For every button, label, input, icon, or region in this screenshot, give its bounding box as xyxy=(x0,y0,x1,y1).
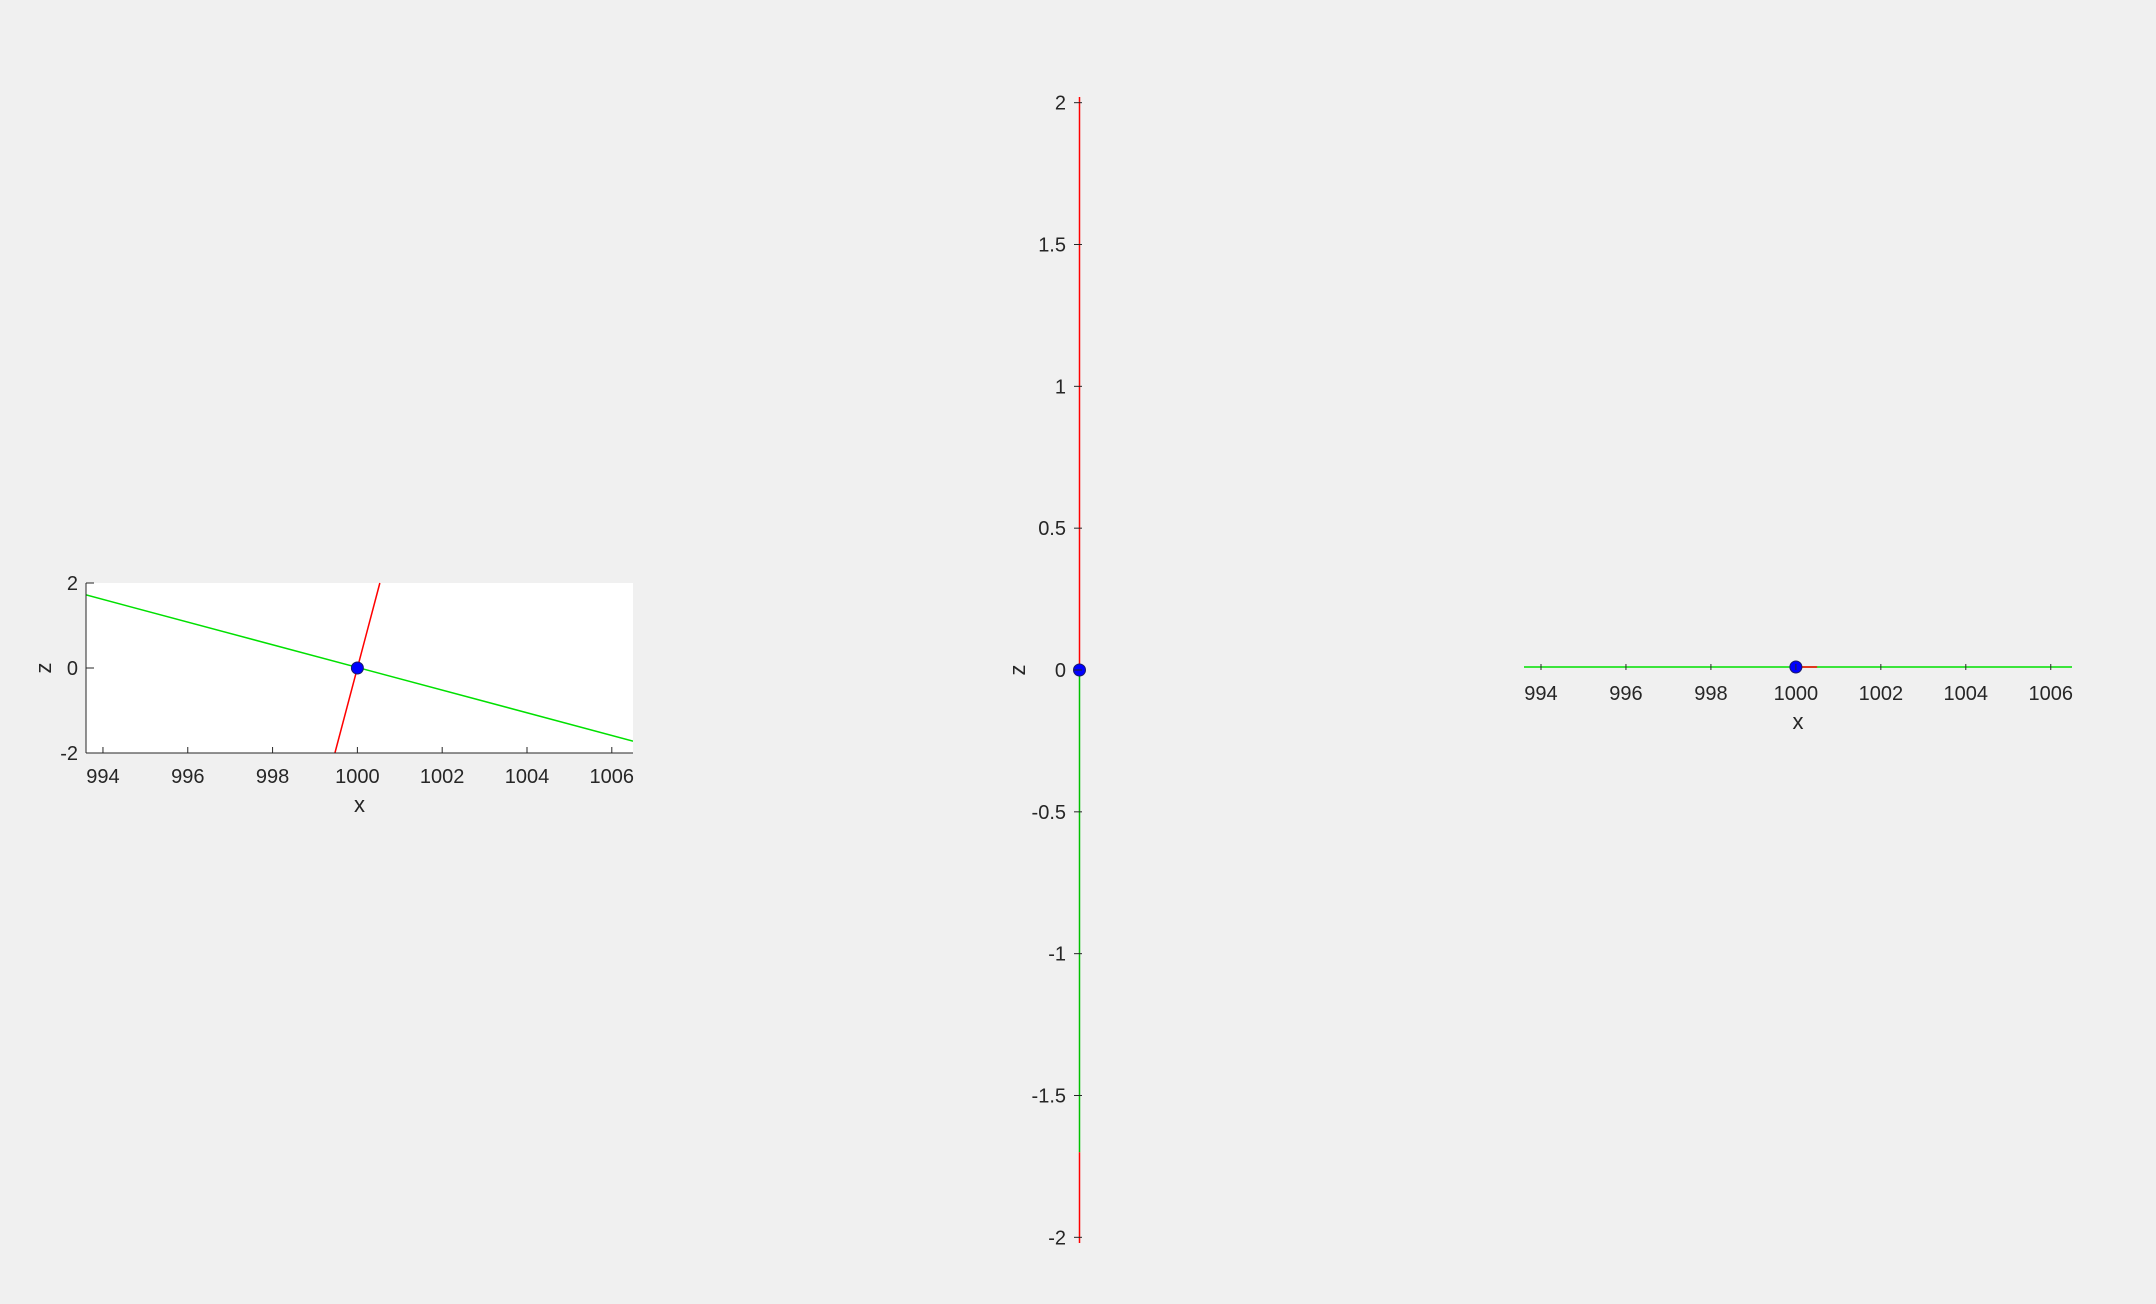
y-tick-label: 0 xyxy=(67,658,78,680)
x-tick-label: 996 xyxy=(171,766,204,788)
y-tick-label: 0.5 xyxy=(1038,518,1066,540)
center-plot: -2 -1.5 -1 -0.5 0 0.5 1 1.5 2 z xyxy=(1005,93,1086,1249)
y-tick-label: -2 xyxy=(1048,1227,1066,1249)
x-tick-label: 996 xyxy=(1609,683,1642,705)
y-tick-label: 1.5 xyxy=(1038,235,1066,257)
y-tick-label: -2 xyxy=(60,743,78,765)
x-tick-label: 994 xyxy=(86,766,119,788)
x-tick-label: 1002 xyxy=(420,766,465,788)
y-tick-label: 2 xyxy=(67,573,78,595)
y-tick-label: -1.5 xyxy=(1032,1085,1066,1107)
x-tick-label: 1006 xyxy=(590,766,635,788)
x-tick-label: 1000 xyxy=(1774,683,1819,705)
x-axis-label: x xyxy=(354,792,365,817)
y-tick-label: -0.5 xyxy=(1032,802,1066,824)
x-tick-label: 1000 xyxy=(335,766,380,788)
x-tick-label: 1002 xyxy=(1859,683,1904,705)
x-tick-label: 998 xyxy=(1694,683,1727,705)
x-axis-label: x xyxy=(1793,709,1804,734)
y-tick-label: -1 xyxy=(1048,944,1066,966)
y-axis-label: z xyxy=(1005,665,1030,676)
y-tick-label: 0 xyxy=(1055,660,1066,682)
y-tick-label: 2 xyxy=(1055,93,1066,115)
x-tick-label: 1006 xyxy=(2029,683,2074,705)
y-tick-label: 1 xyxy=(1055,376,1066,398)
data-point-0 xyxy=(350,661,364,675)
x-tick-label: 1004 xyxy=(1944,683,1989,705)
right-plot: 994 996 998 1000 1002 1004 1006 x xyxy=(1524,660,2074,734)
x-tick-label: 994 xyxy=(1524,683,1557,705)
x-tick-label: 998 xyxy=(256,766,289,788)
left-plot: 994 996 998 1000 1002 1004 1006 -2 0 2 x z xyxy=(31,573,634,817)
y-axis-label: z xyxy=(31,663,56,674)
x-tick-label: 1004 xyxy=(505,766,550,788)
